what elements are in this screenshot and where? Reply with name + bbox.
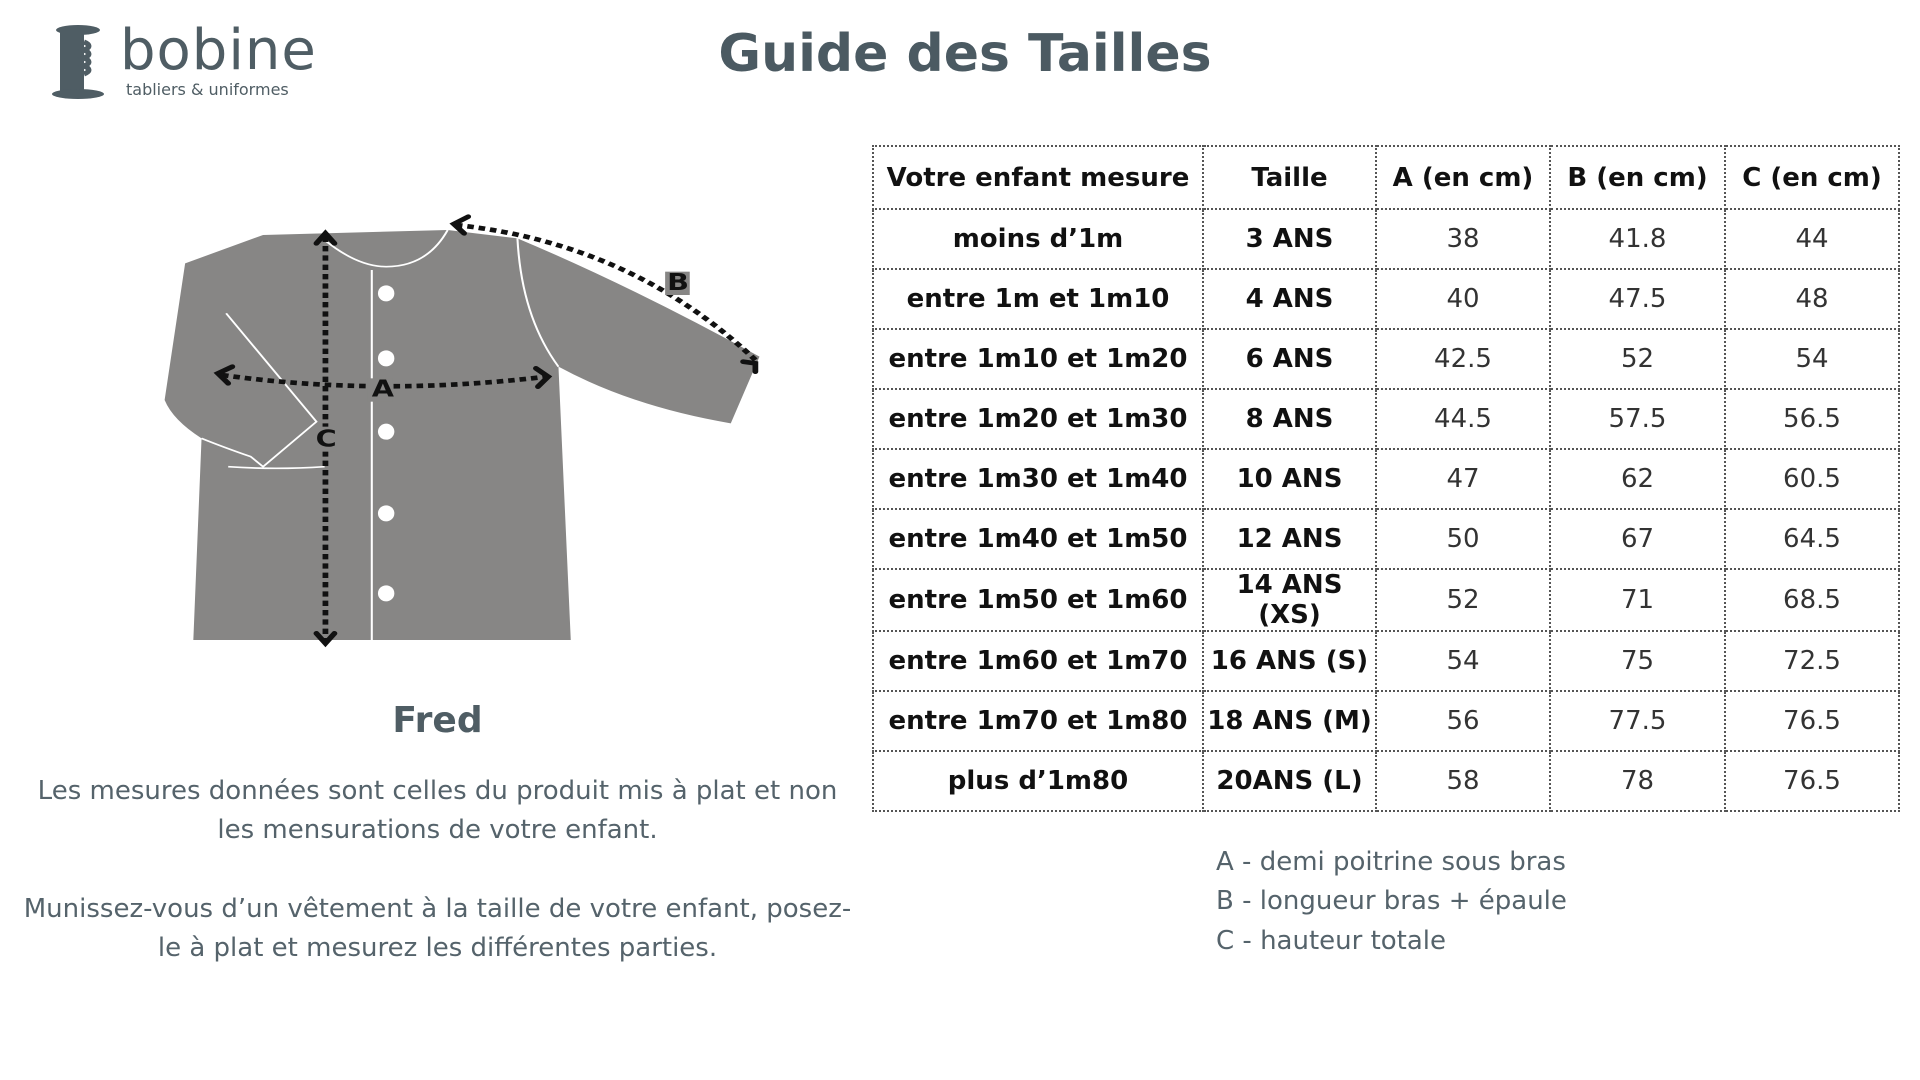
header-c: C (en cm) bbox=[1724, 145, 1900, 210]
cell-size: 4 ANS bbox=[1202, 268, 1377, 330]
header-size: Taille bbox=[1202, 145, 1377, 210]
cell-size: 16 ANS (S) bbox=[1202, 630, 1377, 692]
table-row: entre 1m10 et 1m20 6 ANS 42.5 52 54 bbox=[872, 328, 1900, 390]
spool-logo-icon bbox=[52, 25, 104, 99]
cell-measure-a: 58 bbox=[1375, 750, 1551, 812]
label-a: A bbox=[372, 376, 395, 403]
cell-child-height: entre 1m50 et 1m60 bbox=[872, 568, 1204, 632]
cell-measure-a: 44.5 bbox=[1375, 388, 1551, 450]
cell-measure-b: 62 bbox=[1549, 448, 1726, 510]
table-row: entre 1m70 et 1m80 18 ANS (M) 56 77.5 76.5 bbox=[872, 690, 1900, 752]
cell-measure-c: 48 bbox=[1724, 268, 1900, 330]
cell-measure-b: 75 bbox=[1549, 630, 1726, 692]
cell-measure-a: 38 bbox=[1375, 208, 1551, 270]
note-how-to-measure: Munissez-vous d’un vêtement à la taille … bbox=[23, 894, 852, 963]
cell-measure-c: 60.5 bbox=[1724, 448, 1900, 510]
table-row: entre 1m50 et 1m60 14 ANS (XS) 52 71 68.5 bbox=[872, 568, 1900, 632]
table-row: moins d’1m 3 ANS 38 41.8 44 bbox=[872, 208, 1900, 270]
cell-measure-a: 50 bbox=[1375, 508, 1551, 570]
cell-measure-c: 76.5 bbox=[1724, 750, 1900, 812]
table-row: entre 1m30 et 1m40 10 ANS 47 62 60.5 bbox=[872, 448, 1900, 510]
cell-measure-b: 77.5 bbox=[1549, 690, 1726, 752]
cell-measure-a: 56 bbox=[1375, 690, 1551, 752]
cell-measure-b: 57.5 bbox=[1549, 388, 1726, 450]
table-row: entre 1m40 et 1m50 12 ANS 50 67 64.5 bbox=[872, 508, 1900, 570]
cell-measure-c: 44 bbox=[1724, 208, 1900, 270]
cell-child-height: entre 1m40 et 1m50 bbox=[872, 508, 1204, 570]
cell-measure-a: 40 bbox=[1375, 268, 1551, 330]
legend-a: A - demi poitrine sous bras bbox=[1216, 847, 1566, 877]
cell-measure-a: 47 bbox=[1375, 448, 1551, 510]
logo-tagline: tabliers & uniformes bbox=[126, 80, 289, 99]
cell-measure-a: 52 bbox=[1375, 568, 1551, 632]
cell-measure-b: 41.8 bbox=[1549, 208, 1726, 270]
legend-b: B - longueur bras + épaule bbox=[1216, 886, 1567, 916]
cell-measure-b: 67 bbox=[1549, 508, 1726, 570]
cell-child-height: entre 1m70 et 1m80 bbox=[872, 690, 1204, 752]
cell-measure-c: 72.5 bbox=[1724, 630, 1900, 692]
table-row: entre 1m et 1m10 4 ANS 40 47.5 48 bbox=[872, 268, 1900, 330]
buttons bbox=[377, 285, 395, 602]
cell-measure-a: 42.5 bbox=[1375, 328, 1551, 390]
table-row: entre 1m20 et 1m30 8 ANS 44.5 57.5 56.5 bbox=[872, 388, 1900, 450]
cell-measure-c: 76.5 bbox=[1724, 690, 1900, 752]
cell-size: 8 ANS bbox=[1202, 388, 1377, 450]
cell-measure-c: 56.5 bbox=[1724, 388, 1900, 450]
table-header-row: Votre enfant mesure Taille A (en cm) B (… bbox=[872, 145, 1900, 210]
product-name: Fred bbox=[392, 700, 483, 741]
cell-size: 14 ANS (XS) bbox=[1202, 568, 1377, 632]
size-table: Votre enfant mesure Taille A (en cm) B (… bbox=[872, 145, 1900, 812]
cell-measure-c: 68.5 bbox=[1724, 568, 1900, 632]
cell-measure-c: 64.5 bbox=[1724, 508, 1900, 570]
measure-a-line bbox=[221, 372, 547, 389]
cell-size: 3 ANS bbox=[1202, 208, 1377, 270]
table-row: plus d’1m80 20ANS (L) 58 78 76.5 bbox=[872, 750, 1900, 812]
cell-size: 18 ANS (M) bbox=[1202, 690, 1377, 752]
page-title: Guide des Tailles bbox=[718, 24, 1212, 84]
cell-child-height: entre 1m60 et 1m70 bbox=[872, 630, 1204, 692]
cell-child-height: entre 1m et 1m10 bbox=[872, 268, 1204, 330]
cell-measure-b: 52 bbox=[1549, 328, 1726, 390]
cell-measure-c: 54 bbox=[1724, 328, 1900, 390]
cell-child-height: plus d’1m80 bbox=[872, 750, 1204, 812]
cell-child-height: entre 1m10 et 1m20 bbox=[872, 328, 1204, 390]
note-flat-measure: Les mesures données sont celles du produ… bbox=[37, 776, 838, 845]
cell-size: 6 ANS bbox=[1202, 328, 1377, 390]
header-a: A (en cm) bbox=[1375, 145, 1551, 210]
header-b: B (en cm) bbox=[1549, 145, 1726, 210]
cell-size: 12 ANS bbox=[1202, 508, 1377, 570]
cell-child-height: moins d’1m bbox=[872, 208, 1204, 270]
cell-child-height: entre 1m30 et 1m40 bbox=[872, 448, 1204, 510]
cell-size: 10 ANS bbox=[1202, 448, 1377, 510]
cell-measure-b: 71 bbox=[1549, 568, 1726, 632]
label-b: B bbox=[667, 269, 689, 296]
label-c: C bbox=[316, 426, 337, 453]
cell-measure-b: 78 bbox=[1549, 750, 1726, 812]
cell-measure-b: 47.5 bbox=[1549, 268, 1726, 330]
header-height: Votre enfant mesure bbox=[872, 145, 1204, 210]
cell-measure-a: 54 bbox=[1375, 630, 1551, 692]
measure-b-line bbox=[455, 222, 758, 362]
cell-child-height: entre 1m20 et 1m30 bbox=[872, 388, 1204, 450]
cell-size: 20ANS (L) bbox=[1202, 750, 1377, 812]
jacket-illustration: A B C bbox=[164, 214, 760, 648]
logo-wordmark: bobine bbox=[120, 18, 317, 83]
legend-c: C - hauteur totale bbox=[1216, 926, 1447, 956]
table-row: entre 1m60 et 1m70 16 ANS (S) 54 75 72.5 bbox=[872, 630, 1900, 692]
